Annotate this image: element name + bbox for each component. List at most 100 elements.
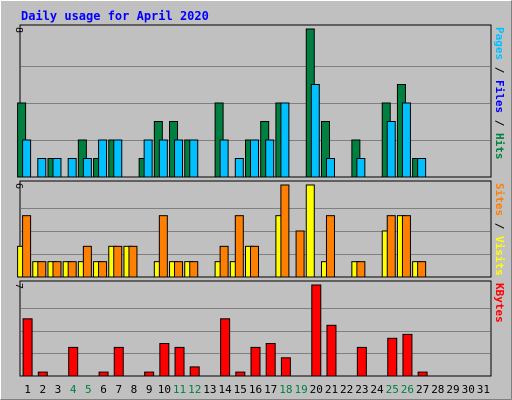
x-tick-label: 5 [85,383,92,396]
x-tick-label: 16 [249,383,262,396]
legend-entry: / [493,216,506,236]
bar-kbytes-day-26 [402,333,413,377]
bar-visits-day-20 [305,184,315,278]
legend: KBytes [493,283,506,323]
legend-entry: Sites [493,183,506,216]
bar-kbytes-day-7 [113,346,124,377]
bar-kbytes-day-9 [144,371,155,377]
bar-kbytes-day-16 [250,346,261,377]
bar-kbytes-day-14 [220,318,231,377]
x-tick-label: 12 [188,383,201,396]
bar-hits-day-21 [320,121,330,178]
bar-files-day-18 [280,102,290,178]
bar-sites-day-6 [98,261,108,278]
x-tick-label: 29 [446,383,459,396]
bar-kbytes-day-18 [280,357,291,377]
x-tick-label: 27 [416,383,429,396]
x-tick-label: 1 [24,383,31,396]
bar-sites-day-21 [325,215,335,278]
x-tick-label: 9 [146,383,153,396]
legend-entry: Files [493,80,506,113]
bar-sites-day-23 [356,261,366,278]
bar-kbytes-day-4 [68,346,79,377]
bar-sites-day-12 [189,261,199,278]
legend: Sites / Visits [493,183,506,276]
legend: Pages / Files / Hits [493,27,506,160]
bar-kbytes-day-20 [311,284,322,377]
bar-sites-day-19 [295,230,305,278]
bar-sites-day-16 [250,245,259,278]
bar-files-day-15 [234,158,244,178]
x-tick-label: 26 [401,383,414,396]
bar-files-day-3 [52,158,62,178]
visits-panel: 6 Sites / Visits [13,180,506,278]
bar-sites-day-14 [219,245,229,278]
y-max-label: 6 [13,183,24,189]
bar-sites-day-3 [52,261,62,278]
x-tick-label: 3 [55,383,62,396]
x-tick-label: 15 [234,383,247,396]
x-tick-label: 6 [100,383,107,396]
bar-kbytes-day-15 [235,371,246,377]
bar-sites-day-7 [113,245,123,278]
bar-files-day-26 [401,102,411,178]
bar-files-day-7 [113,139,123,178]
bar-files-day-16 [250,139,259,178]
x-tick-label: 20 [310,383,323,396]
bar-files-day-1 [22,139,32,178]
x-tick-label: 31 [477,383,490,396]
bar-sites-day-4 [67,261,77,278]
y-max-label: 7 [13,283,24,289]
x-tick-label: 7 [115,383,122,396]
x-tick-label: 19 [294,383,307,396]
bar-sites-day-2 [37,261,47,278]
x-tick-label: 13 [203,383,216,396]
bar-files-day-5 [82,158,92,178]
bar-files-day-27 [417,158,427,178]
x-tick-label: 24 [370,383,384,396]
bar-files-day-10 [158,139,168,178]
bar-kbytes-day-25 [387,337,398,377]
bar-files-day-14 [219,139,229,178]
x-tick-label: 2 [39,383,46,396]
bar-kbytes-day-23 [356,346,367,377]
bar-files-day-21 [325,158,335,178]
bar-sites-day-15 [234,215,244,278]
bar-kbytes-day-10 [159,343,170,377]
bar-sites-day-18 [280,184,290,278]
bar-files-day-12 [189,139,199,178]
legend-entry: Hits [493,133,506,160]
bar-sites-day-26 [401,215,411,278]
legend-entry: Pages [493,27,506,60]
x-tick-label: 30 [462,383,475,396]
x-tick-label: 25 [386,383,399,396]
kbytes-panel: 7 KBytes [13,280,506,377]
x-tick-label: 17 [264,383,277,396]
bar-sites-day-25 [386,215,396,278]
bar-kbytes-day-27 [417,371,428,377]
legend-entry: / [493,60,506,80]
bar-kbytes-day-12 [189,366,200,377]
bar-sites-day-8 [128,245,138,278]
x-tick-label: 23 [355,383,368,396]
bar-kbytes-day-21 [326,324,337,377]
bar-kbytes-day-17 [265,343,276,377]
bar-files-day-17 [265,139,275,178]
x-tick-label: 21 [325,383,338,396]
bar-files-day-6 [98,139,108,178]
bar-files-day-25 [386,121,396,178]
bar-files-day-9 [143,139,153,178]
hits-panel: 8 Pages / Files / Hits [13,24,506,178]
bar-files-day-4 [67,158,77,178]
bar-files-day-23 [356,158,366,178]
x-tick-label: 22 [340,383,353,396]
bar-sites-day-11 [174,261,184,278]
legend-entry: KBytes [493,283,506,323]
bar-sites-day-1 [22,215,32,278]
x-tick-label: 28 [431,383,444,396]
chart-title: Daily usage for April 2020 [21,9,209,23]
x-tick-label: 18 [279,383,292,396]
x-tick-label: 10 [158,383,171,396]
legend-entry: Visits [493,236,506,276]
